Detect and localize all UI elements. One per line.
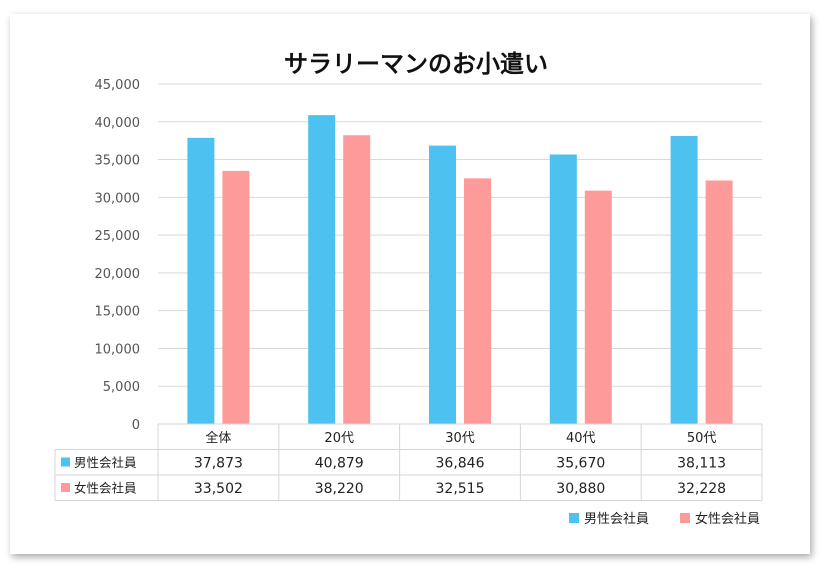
bar-male-0 (187, 137, 215, 424)
table-series-name: 男性会社員 (74, 455, 137, 470)
legend: 男性会社員 女性会社員 (569, 511, 760, 527)
data-label: 35,670 (556, 456, 605, 472)
x-category-label: 30代 (445, 431, 475, 446)
data-label: 38,220 (315, 481, 364, 497)
x-category-label: 40代 (566, 431, 596, 446)
y-tick-label: 35,000 (95, 154, 141, 169)
y-tick-label: 10,000 (95, 342, 141, 357)
table-series-swatch (61, 483, 70, 492)
bar-male-4 (670, 136, 698, 425)
y-tick-label: 20,000 (95, 267, 141, 282)
y-tick-label: 0 (132, 418, 140, 433)
table-series-swatch (61, 457, 70, 467)
data-label: 38,113 (677, 456, 726, 472)
legend-label: 女性会社員 (695, 511, 760, 527)
y-tick-label: 5,000 (103, 380, 140, 395)
data-label: 32,228 (677, 481, 726, 497)
legend-label: 男性会社員 (584, 511, 649, 527)
data-label: 30,880 (556, 481, 605, 497)
bar-female-2 (464, 178, 491, 424)
legend-swatch (569, 513, 579, 523)
bar-male-2 (429, 145, 456, 424)
x-category-label: 50代 (687, 431, 717, 446)
x-category-label: 20代 (324, 431, 354, 446)
bar-male-3 (549, 154, 577, 424)
bar-female-1 (343, 135, 371, 424)
x-category-label: 全体 (205, 430, 231, 446)
y-tick-label: 30,000 (95, 191, 141, 206)
y-tick-label: 15,000 (95, 305, 141, 320)
data-label: 40,879 (315, 456, 364, 472)
gridlines (158, 83, 762, 425)
bar-male-1 (308, 115, 336, 424)
y-tick-label: 40,000 (95, 116, 141, 131)
data-label: 33,502 (194, 481, 243, 497)
bar-female-4 (705, 180, 733, 424)
chart-title: サラリーマンのお小遣い (284, 50, 548, 78)
y-tick-label: 25,000 (95, 229, 141, 244)
data-label: 36,846 (436, 456, 485, 472)
bar-female-0 (222, 170, 250, 424)
legend-swatch (680, 513, 690, 523)
y-tick-label: 45,000 (95, 78, 141, 93)
data-label: 32,515 (436, 481, 485, 497)
bar-female-3 (584, 190, 612, 424)
data-label: 37,873 (194, 456, 243, 472)
bars (187, 115, 733, 425)
table-series-name: 女性会社員 (74, 481, 137, 496)
y-axis-tick-labels: 0 5,000 10,000 15,000 20,000 25,000 30,000 35,0… (95, 78, 141, 433)
